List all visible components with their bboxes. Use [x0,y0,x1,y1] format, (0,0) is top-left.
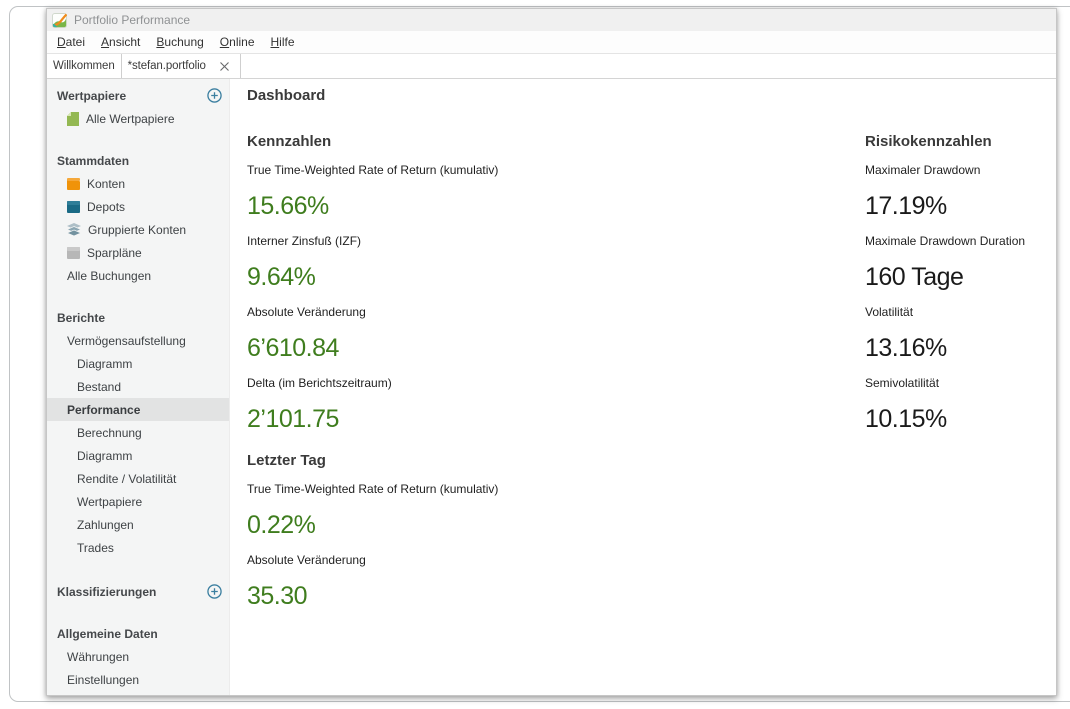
sidebar-item-trades[interactable]: Trades [77,540,114,555]
sidebar-section-wertpapiere[interactable]: Wertpapiere [47,84,229,107]
kpi-delta: Delta (im Berichtszeitraum) 2’101.75 [247,376,392,433]
sidebar-item-wertpapiere[interactable]: Wertpapiere [77,494,143,509]
tab-stefan-portfolio[interactable]: *stefan.portfolio [122,54,241,78]
menu-datei[interactable]: Datei [57,35,86,49]
dashboard-panel: Dashboard Kennzahlen True Time-Weighted … [230,79,1056,695]
section-header-risikokennzahlen: Risikokennzahlen [865,133,992,150]
sidebar-item-diagramm-1[interactable]: Diagramm [77,356,133,371]
menu-online[interactable]: Online [219,35,255,49]
close-tab-icon[interactable] [219,61,230,72]
page-title: Dashboard [247,87,326,104]
savings-plans-icon [67,246,80,259]
app-logo-icon [52,12,67,28]
kpi-absolute-veraenderung: Absolute Veränderung 6’610.84 [247,305,366,362]
sidebar-section-berichte[interactable]: Berichte [57,310,106,325]
kpi-absolute-veraenderung-letzter-tag: Absolute Veränderung 35.30 [247,553,366,610]
add-security-icon[interactable] [207,88,222,103]
accounts-icon [67,177,80,190]
sidebar: Wertpapiere Alle Wertpapiere Stammdaten [47,79,230,695]
kpi-max-drawdown-duration: Maximale Drawdown Duration 160 Tage [865,234,1026,291]
sidebar-item-diagramm-2[interactable]: Diagramm [77,448,133,463]
sidebar-item-alle-buchungen[interactable]: Alle Buchungen [67,268,152,283]
sidebar-section-klassifizierungen[interactable]: Klassifizierungen [47,580,229,603]
tab-strip: Willkommen *stefan.portfolio [47,53,1056,79]
sidebar-item-waehrungen[interactable]: Währungen [67,649,130,664]
title-bar: Portfolio Performance [47,9,1056,31]
portfolios-icon [67,200,80,213]
kpi-volatilitaet: Volatilität 13.16% [865,305,947,362]
sidebar-item-einstellungen[interactable]: Einstellungen [67,672,140,687]
tab-willkommen[interactable]: Willkommen [47,54,122,78]
sidebar-item-rendite-volatilitaet[interactable]: Rendite / Volatilität [77,471,177,486]
kpi-ttwror: True Time-Weighted Rate of Return (kumul… [247,163,499,220]
kpi-semivolatilitaet: Semivolatilität 10.15% [865,376,947,433]
sidebar-item-berechnung[interactable]: Berechnung [77,425,142,440]
sidebar-item-gruppierte-konten[interactable]: Gruppierte Konten [47,218,229,241]
sidebar-section-allgemeine-daten[interactable]: Allgemeine Daten [57,626,158,641]
menu-hilfe[interactable]: Hilfe [270,35,295,49]
menu-buchung[interactable]: Buchung [156,35,204,49]
sidebar-item-bestand[interactable]: Bestand [77,379,122,394]
outer-frame [9,6,1070,702]
app-window: Portfolio Performance Datei Ansicht Buch… [46,8,1057,696]
sidebar-item-depots[interactable]: Depots [47,195,229,218]
sidebar-item-vermoegensaufstellung[interactable]: Vermögensaufstellung [67,333,186,348]
sidebar-item-zahlungen[interactable]: Zahlungen [77,517,134,532]
sidebar-item-sparplaene[interactable]: Sparpläne [47,241,229,264]
menu-ansicht[interactable]: Ansicht [101,35,141,49]
sidebar-item-alle-wertpapiere[interactable]: Alle Wertpapiere [47,107,229,130]
kpi-max-drawdown: Maximaler Drawdown 17.19% [865,163,981,220]
sidebar-item-konten[interactable]: Konten [47,172,229,195]
securities-file-icon [67,111,79,126]
grouped-accounts-icon [67,223,81,236]
sidebar-section-stammdaten[interactable]: Stammdaten [57,153,130,168]
kpi-izf: Interner Zinsfuß (IZF) 9.64% [247,234,362,291]
menu-bar: Datei Ansicht Buchung Online Hilfe [47,31,1056,53]
section-header-kennzahlen: Kennzahlen [247,133,332,150]
window-title: Portfolio Performance [74,13,191,27]
sidebar-item-performance[interactable]: Performance [47,398,229,421]
section-header-letzter-tag: Letzter Tag [247,452,326,469]
add-classification-icon[interactable] [207,584,222,599]
kpi-ttwror-letzter-tag: True Time-Weighted Rate of Return (kumul… [247,482,499,539]
